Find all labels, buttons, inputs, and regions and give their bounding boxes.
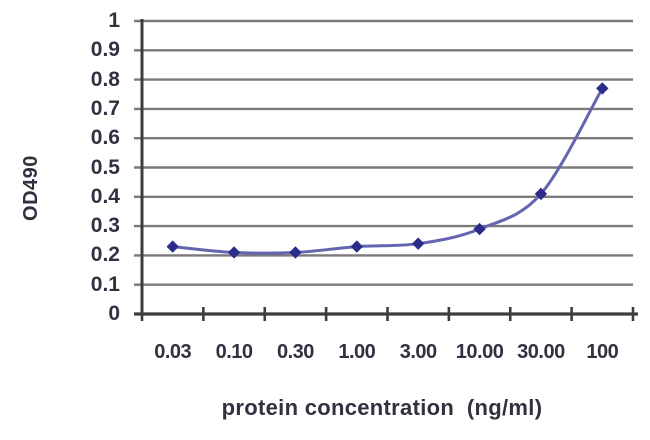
y-tick-label: 0.4 [90,184,120,208]
x-tick-label: 1.00 [338,341,376,363]
y-tick-label: 0.7 [90,96,120,120]
data-series-line [171,86,604,255]
data-point-marker [596,82,609,95]
data-point-marker [227,246,241,259]
y-axis-title: OD490 [20,155,42,221]
x-axis-title: protein concentration (ng/ml) [221,395,543,420]
x-tick-label: 10.00 [455,341,504,363]
data-point-marker [289,246,302,259]
data-point-marker [534,187,548,201]
x-tick-label: 100 [586,341,619,363]
data-point-marker [166,240,179,253]
x-tick-label: 3.00 [399,341,437,363]
y-tick-label: 0.8 [90,67,120,91]
x-tick-label: 0.30 [276,341,314,363]
y-tick-label: 0.9 [90,38,120,62]
x-tick-label: 30.00 [517,341,565,363]
y-tick-label: 0.5 [90,155,120,179]
data-point-marker [473,222,486,236]
y-tick-label: 1 [108,9,120,32]
data-point-marker [350,240,364,253]
x-tick-label: 0.03 [154,341,192,363]
y-tick-label: 0.3 [90,214,120,238]
x-tick-label: 0.10 [215,341,253,363]
y-tick-label: 0.2 [90,243,120,267]
y-tick-label: 0.1 [90,272,120,296]
y-tick-label: 0.6 [90,126,120,150]
y-tick-label: 0 [108,302,120,325]
data-point-marker [411,237,425,250]
